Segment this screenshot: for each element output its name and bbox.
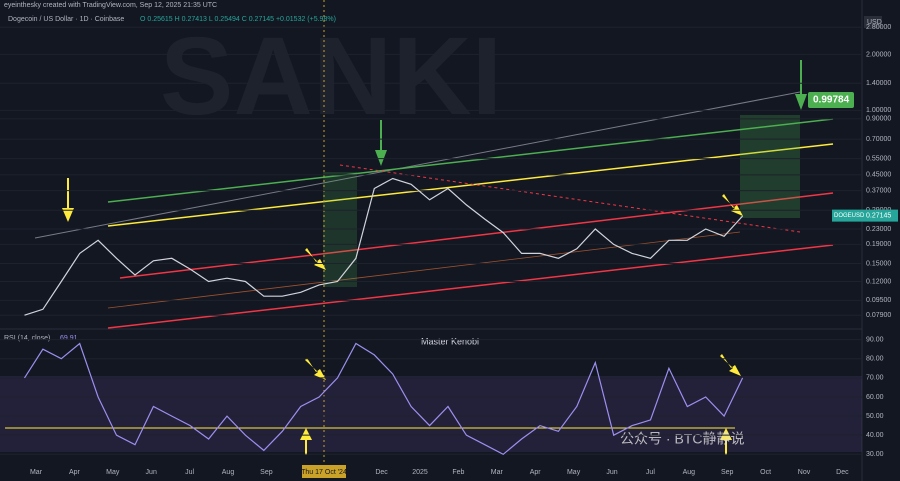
y-tick-label: 0.45000	[866, 172, 891, 179]
y-tick-label: 1.40000	[866, 80, 891, 87]
last-price-value: 0.27145	[866, 212, 891, 219]
target-label: 0.99784	[813, 95, 850, 106]
x-tick-label: Sep	[260, 469, 273, 476]
rsi-title: Master Kenobi	[421, 336, 479, 346]
x-tick-label: 2025	[412, 469, 428, 476]
x-tick-label: Jun	[146, 469, 157, 476]
x-tick-label: Aug	[222, 469, 235, 476]
x-tick-label: Apr	[69, 469, 81, 476]
x-tick-label: Mar	[30, 469, 43, 476]
trendlines	[5, 0, 834, 462]
y-tick-label: 0.70000	[866, 136, 891, 143]
y-tick-label: 50.00	[866, 413, 884, 420]
y-tick-label: 0.55000	[866, 155, 891, 162]
price-line	[24, 177, 744, 316]
y-tick-label: 0.12000	[866, 278, 891, 285]
arrow	[305, 248, 326, 270]
y-tick-label: 80.00	[866, 356, 884, 363]
symbol: Dogecoin / US Dollar · 1D · Coinbase	[8, 16, 124, 23]
watermark: SANKI	[160, 15, 502, 138]
arrow	[62, 178, 74, 222]
arrow	[375, 120, 387, 166]
currency: USD	[867, 19, 882, 26]
price-line	[23, 342, 744, 456]
x-tick-label: Oct	[760, 469, 771, 476]
rsi-band	[0, 376, 862, 452]
y-tick-label: 60.00	[866, 394, 884, 401]
arrow	[795, 60, 807, 110]
x-tick-label: Dec	[375, 469, 388, 476]
trendline	[107, 244, 834, 329]
range-box	[323, 172, 357, 287]
target-box	[808, 92, 854, 108]
last-price-symbol: DOGEUSD	[834, 213, 865, 219]
y-tick-label: 0.09500	[866, 297, 891, 304]
ohlc: O 0.25615 H 0.27413 L 0.25494 C 0.27145 …	[140, 16, 336, 23]
last-price-box	[832, 209, 898, 222]
currency-box	[864, 16, 882, 28]
y-tick-label: 40.00	[866, 432, 884, 439]
crosshair-label: Thu 17 Oct '24	[301, 469, 347, 476]
arrow	[305, 358, 326, 380]
x-tick-label: Jun	[606, 469, 617, 476]
y-tick-label: 2.00000	[866, 51, 891, 58]
y-tick-label: 1.00000	[866, 107, 891, 114]
y-tick-label: 0.07900	[866, 312, 891, 319]
arrow	[720, 354, 741, 376]
footer-watermark: 公众号 · BTC静静说	[620, 431, 744, 447]
y-tick-label: 0.90000	[866, 116, 891, 123]
x-tick-label: May	[567, 469, 581, 476]
credit: eyeinthesky created with TradingView.com…	[4, 2, 217, 9]
trendline	[107, 118, 834, 203]
y-tick-label: 0.15000	[866, 260, 891, 267]
trendline	[34, 91, 801, 239]
x-tick-label: Dec	[836, 469, 849, 476]
y-tick-label: 0.19000	[866, 241, 891, 248]
rsi-legend: RSI (14, close)	[4, 335, 50, 342]
y-tick-label: 2.80000	[866, 24, 891, 31]
x-tick-label: Apr	[530, 469, 542, 476]
trendline	[107, 143, 834, 227]
x-tick-label: Nov	[798, 469, 811, 476]
x-tick-label: Jul	[185, 469, 194, 476]
x-tick-label: May	[106, 469, 120, 476]
y-tick-label: 90.00	[866, 336, 884, 343]
rsi-last-value: 69.91	[60, 335, 78, 342]
y-tick-label: 0.23000	[866, 226, 891, 233]
y-tick-label: 30.00	[866, 451, 884, 458]
y-tick-label: 0.37000	[866, 187, 891, 194]
range-box	[740, 115, 800, 218]
x-tick-label: Feb	[452, 469, 464, 476]
x-tick-label: Aug	[683, 469, 696, 476]
x-tick-label: Sep	[721, 469, 734, 476]
x-tick-label: Mar	[491, 469, 504, 476]
x-tick-label: Jul	[646, 469, 655, 476]
crosshair-label-box	[302, 465, 346, 478]
y-tick-label: 70.00	[866, 375, 884, 382]
